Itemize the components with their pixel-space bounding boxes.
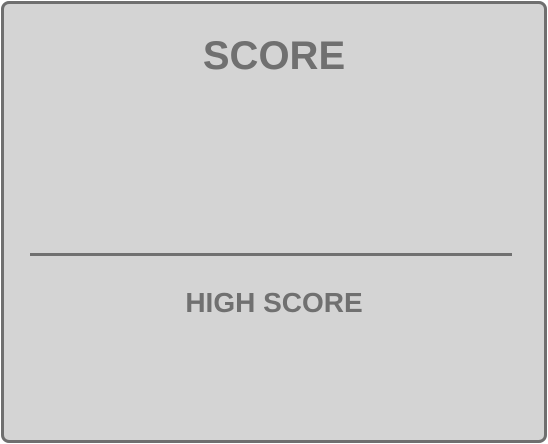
divider — [30, 253, 512, 256]
high-score-value — [4, 344, 544, 384]
high-score-label: HIGH SCORE — [185, 287, 363, 318]
score-value — [4, 114, 544, 170]
score-label: SCORE — [202, 34, 346, 78]
